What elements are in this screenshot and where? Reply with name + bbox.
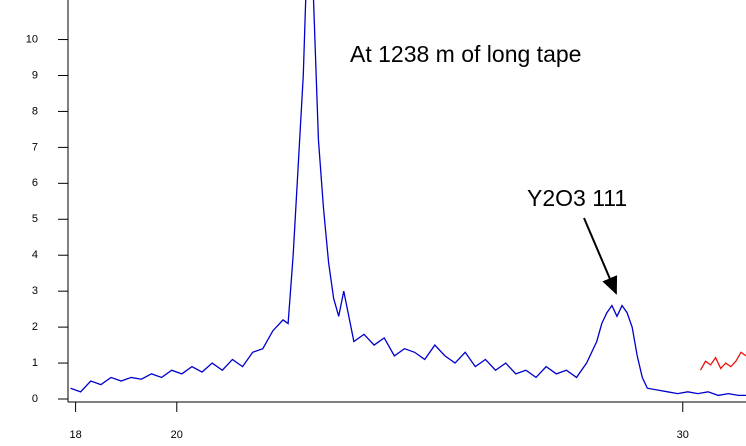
x-tick-label: 20: [171, 429, 183, 441]
annotation: Y2O3 111: [527, 185, 627, 211]
annotation: At 1238 m of long tape: [350, 41, 581, 67]
x-tick-label: 30: [677, 429, 689, 441]
y-tick-label: 10: [26, 33, 38, 45]
y-tick-label: 4: [32, 249, 38, 261]
y-tick-label: 1: [32, 357, 38, 369]
x-tick-label: 18: [69, 429, 81, 441]
y-tick-label: 2: [32, 321, 38, 333]
line-series: [70, 0, 746, 397]
y-tick-label: 3: [32, 285, 38, 297]
arrow: [583, 217, 618, 295]
y-tick-label: 7: [32, 141, 38, 153]
y-tick-label: 6: [32, 177, 38, 189]
y-tick-label: 0: [32, 393, 38, 405]
y-tick-label: 8: [32, 105, 38, 117]
line-series: [699, 351, 746, 371]
y-tick-label: 5: [32, 213, 38, 225]
y-tick-label: 9: [32, 69, 38, 81]
